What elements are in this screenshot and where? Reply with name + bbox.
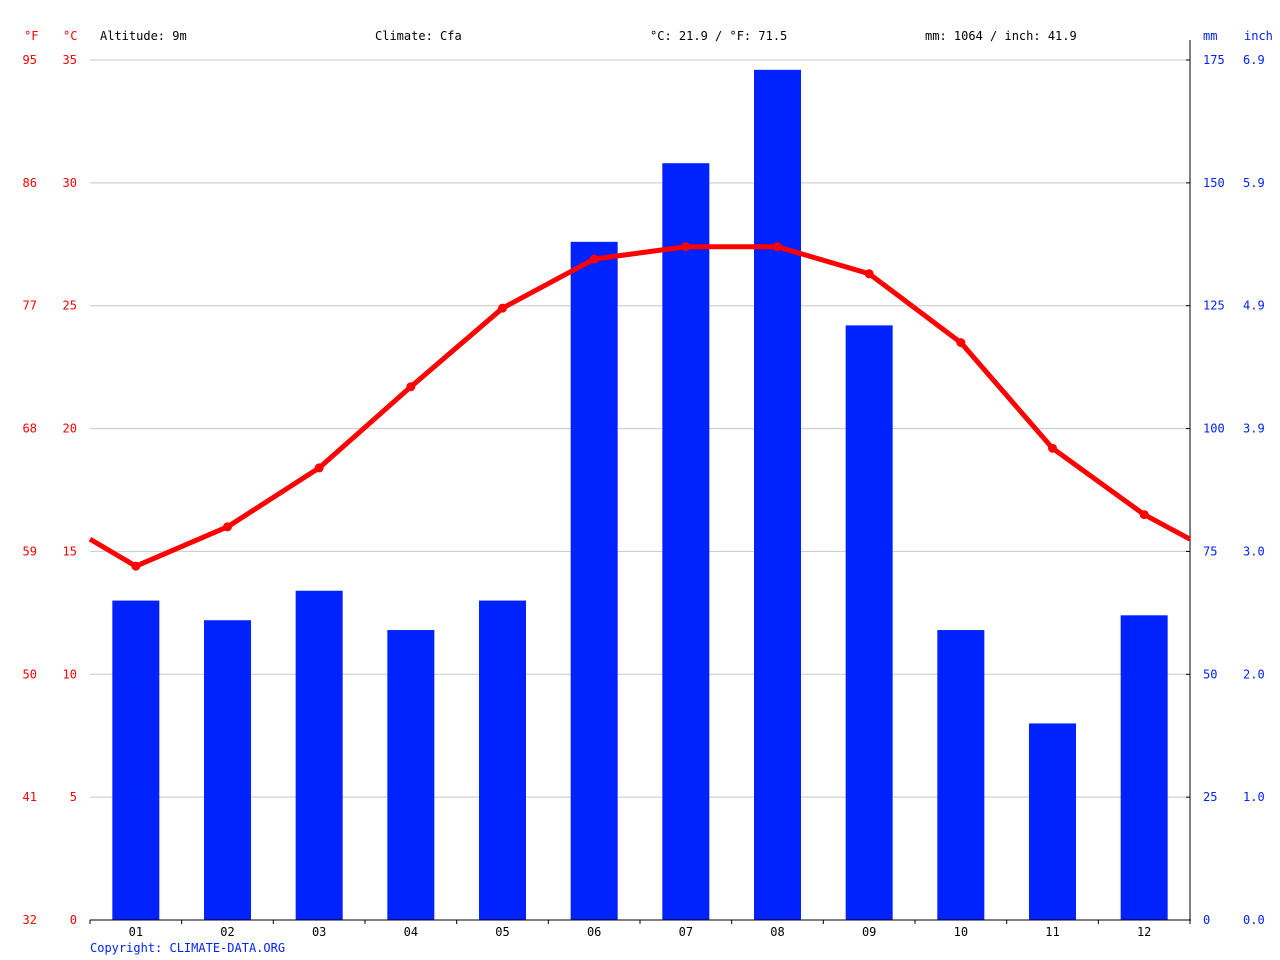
temperature-point-12 <box>1139 510 1149 520</box>
inch-tick-label: 3.9 <box>1243 422 1265 436</box>
inch-unit-label: inch <box>1244 29 1273 43</box>
axes <box>90 40 1191 921</box>
inch-tick-label: 1.0 <box>1243 790 1265 804</box>
precipitation-bar-01 <box>112 600 160 920</box>
temperature-point-05 <box>498 303 507 313</box>
mm-tick-label: 150 <box>1203 176 1225 190</box>
temperature-line <box>88 244 1192 569</box>
temperature-point-07 <box>681 242 691 252</box>
precipitation-bar-06 <box>570 241 618 921</box>
x-tick-label-04: 04 <box>404 925 418 939</box>
gridlines <box>90 59 1190 798</box>
inch-tick-label: 5.9 <box>1243 176 1265 190</box>
temperature-point-10 <box>956 338 966 348</box>
fahrenheit-tick-label: 41 <box>23 790 37 804</box>
precipitation-bar-03 <box>295 590 343 920</box>
celsius-tick-label: 30 <box>63 176 77 190</box>
x-tick-label-08: 08 <box>770 925 784 939</box>
celsius-tick-label: 25 <box>63 299 77 313</box>
x-tick-label-09: 09 <box>862 925 876 939</box>
mm-tick-label: 0 <box>1203 913 1210 927</box>
inch-tick-label: 2.0 <box>1243 667 1265 681</box>
celsius-unit-label: °C <box>63 29 77 43</box>
x-tick-label-05: 05 <box>495 925 509 939</box>
celsius-tick-label: 35 <box>63 53 77 67</box>
temperature-point-08 <box>773 242 782 252</box>
fahrenheit-tick-label: 32 <box>23 913 37 927</box>
precipitation-bar-07 <box>662 163 710 920</box>
precipitation-bar-11 <box>1029 723 1076 920</box>
mm-tick-label: 175 <box>1203 53 1225 67</box>
mm-tick-label: 25 <box>1203 790 1217 804</box>
celsius-tick-label: 20 <box>63 422 77 436</box>
fahrenheit-tick-label: 68 <box>23 422 37 436</box>
temperature-point-09 <box>864 269 874 279</box>
average-temperature-label: °C: 21.9 / °F: 71.5 <box>650 29 787 43</box>
temperature-point-06 <box>589 254 599 264</box>
temperature-point-02 <box>223 522 232 532</box>
precipitation-bar-12 <box>1120 615 1168 920</box>
x-tick-label-11: 11 <box>1045 925 1059 939</box>
celsius-tick-label: 15 <box>63 544 77 558</box>
copyright-link[interactable]: Copyright: CLIMATE-DATA.ORG <box>90 941 285 955</box>
x-tick-label-07: 07 <box>679 925 693 939</box>
precipitation-bar-09 <box>845 325 893 920</box>
temperature-point-04 <box>406 382 416 392</box>
x-tick-label-01: 01 <box>129 925 143 939</box>
precipitation-bar-10 <box>937 630 985 920</box>
inch-tick-label: 3.0 <box>1243 544 1265 558</box>
temperature-point-03 <box>314 463 324 473</box>
x-tick-label-02: 02 <box>220 925 234 939</box>
celsius-tick-label: 5 <box>70 790 77 804</box>
mm-tick-label: 125 <box>1203 299 1225 313</box>
x-tick-label-06: 06 <box>587 925 601 939</box>
mm-tick-label: 100 <box>1203 422 1225 436</box>
temperature-point-01 <box>131 561 141 571</box>
total-precipitation-label: mm: 1064 / inch: 41.9 <box>925 29 1077 43</box>
fahrenheit-tick-label: 77 <box>23 299 37 313</box>
precipitation-bar-02 <box>204 620 251 920</box>
fahrenheit-tick-label: 95 <box>23 53 37 67</box>
inch-tick-label: 4.9 <box>1243 299 1265 313</box>
precipitation-bar-08 <box>754 69 801 921</box>
x-axis-ticks: 01 02 03 04 05 06 07 08 09 10 11 12 <box>89 920 1191 939</box>
x-tick-label-10: 10 <box>954 925 968 939</box>
temperature-point-11 <box>1048 443 1057 453</box>
fahrenheit-unit-label: °F <box>24 29 38 43</box>
inch-tick-label: 6.9 <box>1243 53 1265 67</box>
mm-tick-label: 50 <box>1203 667 1217 681</box>
inch-tick-label: 0.0 <box>1243 913 1265 927</box>
mm-unit-label: mm <box>1203 29 1217 43</box>
x-tick-label-12: 12 <box>1137 925 1151 939</box>
precipitation-bar-04 <box>387 630 435 920</box>
mm-tick-label: 75 <box>1203 544 1217 558</box>
climate-label: Climate: Cfa <box>375 29 462 43</box>
celsius-tick-label: 10 <box>63 667 77 681</box>
fahrenheit-tick-label: 59 <box>23 544 37 558</box>
altitude-label: Altitude: 9m <box>100 29 187 43</box>
fahrenheit-tick-label: 50 <box>23 667 37 681</box>
fahrenheit-tick-label: 86 <box>23 176 37 190</box>
temperature-line-group <box>88 242 1192 571</box>
celsius-tick-label: 0 <box>70 913 77 927</box>
y-axis-ticks: 32 0 41 5 50 10 59 15 68 20 77 25 86 30 95 35 0 0.0 25 1.0 5… <box>23 53 1265 927</box>
x-tick-label-03: 03 <box>312 925 326 939</box>
precipitation-bars <box>112 69 1168 921</box>
precipitation-bar-05 <box>479 600 526 920</box>
